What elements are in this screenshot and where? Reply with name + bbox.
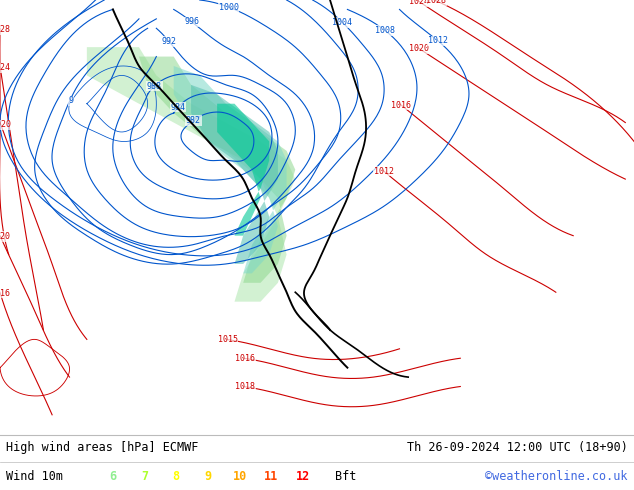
Text: 1024: 1024 (0, 63, 10, 72)
Text: 1012: 1012 (374, 167, 394, 175)
Text: 1016: 1016 (0, 289, 10, 297)
Text: 8: 8 (172, 470, 180, 483)
Text: 1028: 1028 (0, 25, 10, 34)
Text: 1000: 1000 (219, 2, 239, 12)
Text: 9: 9 (204, 470, 212, 483)
Text: 12: 12 (296, 470, 310, 483)
Text: 988: 988 (147, 81, 162, 91)
Text: 11: 11 (264, 470, 278, 483)
Text: 992: 992 (162, 37, 177, 46)
Text: 1004: 1004 (332, 18, 353, 27)
Polygon shape (87, 47, 295, 302)
Text: Wind 10m: Wind 10m (6, 470, 63, 483)
Text: 1020: 1020 (0, 120, 11, 129)
Text: 7: 7 (141, 470, 148, 483)
Text: 1008: 1008 (375, 26, 395, 35)
Text: 982: 982 (186, 116, 201, 125)
Text: 1018: 1018 (235, 382, 256, 392)
Polygon shape (174, 66, 287, 273)
Text: 1028: 1028 (427, 0, 446, 5)
Text: 984: 984 (171, 103, 186, 112)
Text: ©weatheronline.co.uk: ©weatheronline.co.uk (485, 470, 628, 483)
Text: 9: 9 (69, 97, 74, 105)
Text: 1020: 1020 (0, 232, 10, 241)
Text: 1020: 1020 (409, 44, 429, 53)
Text: 1016: 1016 (391, 100, 411, 110)
Text: 1012: 1012 (428, 36, 448, 45)
Text: 1015: 1015 (217, 335, 238, 344)
Polygon shape (139, 56, 295, 283)
Text: 10: 10 (233, 470, 247, 483)
Text: 996: 996 (184, 17, 199, 26)
Text: 1016: 1016 (235, 354, 256, 363)
Text: Th 26-09-2024 12:00 UTC (18+90): Th 26-09-2024 12:00 UTC (18+90) (407, 441, 628, 454)
Text: High wind areas [hPa] ECMWF: High wind areas [hPa] ECMWF (6, 441, 198, 454)
Polygon shape (217, 104, 269, 236)
Text: 6: 6 (109, 470, 117, 483)
Text: 1024: 1024 (409, 0, 429, 6)
Text: Bft: Bft (335, 470, 356, 483)
Polygon shape (191, 85, 278, 264)
